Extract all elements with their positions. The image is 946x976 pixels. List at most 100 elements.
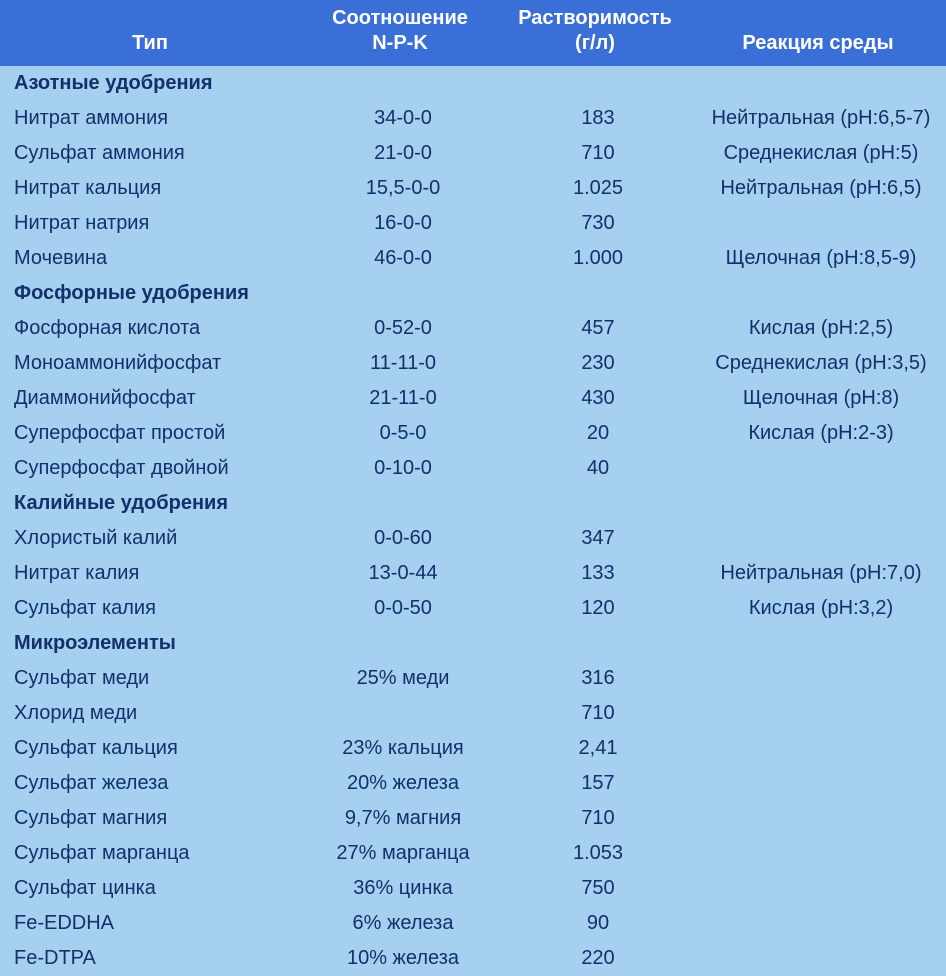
cell-reaction — [690, 766, 946, 801]
cell-name: Мочевина — [0, 241, 300, 276]
table-row: Суперфосфат двойной0-10-040 — [0, 451, 946, 486]
cell-npk: 0-10-0 — [300, 451, 500, 486]
cell-solubility: 183 — [500, 101, 690, 136]
cell-solubility: 750 — [500, 871, 690, 906]
table-row: Моноаммонийфосфат11-11-0230Среднекислая … — [0, 346, 946, 381]
header-row: Тип Соотношение N-P-K Растворимость (г/л… — [0, 0, 946, 66]
cell-solubility: 1.053 — [500, 836, 690, 871]
cell-npk: 13-0-44 — [300, 556, 500, 591]
table-row: Нитрат аммония34-0-0183Нейтральная (pH:6… — [0, 101, 946, 136]
cell-name: Хлорид меди — [0, 696, 300, 731]
header-sol-l2: (г/л) — [575, 32, 615, 54]
cell-reaction: Среднекислая (pH:5) — [690, 136, 946, 171]
cell-reaction — [690, 836, 946, 871]
cell-solubility: 457 — [500, 311, 690, 346]
cell-reaction — [690, 451, 946, 486]
cell-reaction — [690, 521, 946, 556]
cell-npk: 46-0-0 — [300, 241, 500, 276]
cell-name: Сульфат марганца — [0, 836, 300, 871]
cell-npk: 0-5-0 — [300, 416, 500, 451]
cell-reaction: Нейтральная (pH:6,5-7) — [690, 101, 946, 136]
cell-npk: 0-0-50 — [300, 591, 500, 626]
table-row: Fe-DTPA10% железа220 — [0, 941, 946, 976]
cell-solubility: 710 — [500, 136, 690, 171]
section-header: Азотные удобрения — [0, 66, 946, 101]
header-npk-l2: N-P-K — [372, 32, 428, 54]
cell-reaction — [690, 661, 946, 696]
table-row: Диаммонийфосфат21-11-0430Щелочная (pH:8) — [0, 381, 946, 416]
section-title: Микроэлементы — [0, 626, 946, 661]
cell-reaction — [690, 731, 946, 766]
cell-name: Сульфат цинка — [0, 871, 300, 906]
cell-reaction: Нейтральная (pH:6,5) — [690, 171, 946, 206]
cell-solubility: 710 — [500, 801, 690, 836]
table-row: Fe-EDDHA6% железа90 — [0, 906, 946, 941]
cell-name: Нитрат кальция — [0, 171, 300, 206]
cell-name: Сульфат кальция — [0, 731, 300, 766]
cell-npk — [300, 696, 500, 731]
cell-solubility: 157 — [500, 766, 690, 801]
cell-reaction: Щелочная (pH:8,5-9) — [690, 241, 946, 276]
table-row: Мочевина46-0-01.000Щелочная (pH:8,5-9) — [0, 241, 946, 276]
cell-name: Сульфат магния — [0, 801, 300, 836]
cell-name: Суперфосфат двойной — [0, 451, 300, 486]
table-row: Сульфат железа20% железа157 — [0, 766, 946, 801]
cell-npk: 21-11-0 — [300, 381, 500, 416]
cell-reaction: Щелочная (pH:8) — [690, 381, 946, 416]
header-type: Тип — [0, 0, 300, 66]
table-row: Суперфосфат простой0-5-020Кислая (pH:2-3… — [0, 416, 946, 451]
cell-reaction — [690, 871, 946, 906]
table-row: Сульфат кальция23% кальция2,41 — [0, 731, 946, 766]
section-title: Фосфорные удобрения — [0, 276, 946, 311]
cell-reaction: Нейтральная (pH:7,0) — [690, 556, 946, 591]
cell-name: Сульфат меди — [0, 661, 300, 696]
table-row: Сульфат магния9,7% магния710 — [0, 801, 946, 836]
cell-solubility: 430 — [500, 381, 690, 416]
cell-name: Сульфат аммония — [0, 136, 300, 171]
cell-name: Фосфорная кислота — [0, 311, 300, 346]
header-solubility: Растворимость (г/л) — [500, 0, 690, 66]
cell-reaction: Среднекислая (pH:3,5) — [690, 346, 946, 381]
header-sol-l1: Растворимость — [508, 6, 682, 31]
cell-reaction: Кислая (pH:2,5) — [690, 311, 946, 346]
cell-solubility: 730 — [500, 206, 690, 241]
cell-npk: 11-11-0 — [300, 346, 500, 381]
section-title: Калийные удобрения — [0, 486, 946, 521]
section-title: Азотные удобрения — [0, 66, 946, 101]
cell-reaction — [690, 906, 946, 941]
cell-npk: 10% железа — [300, 941, 500, 976]
table-row: Сульфат марганца27% марганца1.053 — [0, 836, 946, 871]
cell-reaction: Кислая (pH:2-3) — [690, 416, 946, 451]
table-row: Хлорид меди710 — [0, 696, 946, 731]
header-reaction: Реакция среды — [690, 0, 946, 66]
cell-solubility: 230 — [500, 346, 690, 381]
table-row: Сульфат калия0-0-50120Кислая (pH:3,2) — [0, 591, 946, 626]
table-row: Сульфат цинка36% цинка750 — [0, 871, 946, 906]
cell-npk: 34-0-0 — [300, 101, 500, 136]
table-row: Сульфат меди25% меди316 — [0, 661, 946, 696]
cell-npk: 20% железа — [300, 766, 500, 801]
table-body: Азотные удобренияНитрат аммония34-0-0183… — [0, 66, 946, 976]
cell-npk: 21-0-0 — [300, 136, 500, 171]
section-header: Микроэлементы — [0, 626, 946, 661]
table-row: Нитрат калия13-0-44133Нейтральная (pH:7,… — [0, 556, 946, 591]
cell-name: Моноаммонийфосфат — [0, 346, 300, 381]
cell-solubility: 220 — [500, 941, 690, 976]
cell-name: Суперфосфат простой — [0, 416, 300, 451]
header-type-label: Тип — [132, 32, 168, 54]
table-row: Нитрат натрия16-0-0730 — [0, 206, 946, 241]
cell-solubility: 1.025 — [500, 171, 690, 206]
cell-npk: 6% железа — [300, 906, 500, 941]
cell-solubility: 90 — [500, 906, 690, 941]
cell-reaction — [690, 941, 946, 976]
cell-solubility: 2,41 — [500, 731, 690, 766]
table-row: Хлористый калий0-0-60347 — [0, 521, 946, 556]
header-npk-l1: Соотношение — [308, 6, 492, 31]
table-row: Сульфат аммония21-0-0710Среднекислая (pH… — [0, 136, 946, 171]
cell-solubility: 1.000 — [500, 241, 690, 276]
cell-npk: 0-0-60 — [300, 521, 500, 556]
cell-name: Нитрат аммония — [0, 101, 300, 136]
header-npk: Соотношение N-P-K — [300, 0, 500, 66]
cell-name: Сульфат железа — [0, 766, 300, 801]
cell-reaction — [690, 801, 946, 836]
